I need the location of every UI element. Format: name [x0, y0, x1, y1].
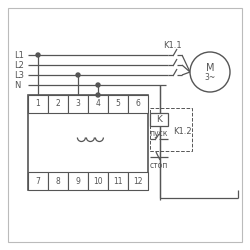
Text: 1: 1 — [36, 100, 41, 108]
Bar — [28, 95, 48, 113]
Text: 10: 10 — [93, 176, 103, 186]
Bar — [108, 172, 128, 190]
Text: пуск: пуск — [150, 128, 168, 138]
Bar — [28, 95, 148, 190]
Text: стоп: стоп — [150, 160, 168, 170]
Text: L1: L1 — [14, 50, 24, 59]
Bar — [150, 113, 168, 126]
Bar — [88, 95, 108, 113]
Text: 4: 4 — [96, 100, 100, 108]
Text: 6: 6 — [136, 100, 140, 108]
Circle shape — [96, 83, 100, 87]
Text: 5: 5 — [116, 100, 120, 108]
Bar — [108, 95, 128, 113]
Text: M: M — [206, 63, 214, 73]
Text: L2: L2 — [14, 60, 24, 70]
Bar — [28, 172, 48, 190]
Bar — [68, 172, 88, 190]
Bar — [128, 95, 148, 113]
Text: 11: 11 — [113, 176, 123, 186]
Circle shape — [96, 93, 100, 97]
Text: 7: 7 — [36, 176, 41, 186]
Bar — [88, 172, 108, 190]
Bar — [68, 95, 88, 113]
Text: K1.1: K1.1 — [163, 40, 181, 50]
Text: L3: L3 — [14, 70, 24, 80]
Circle shape — [36, 53, 40, 57]
Text: 2: 2 — [56, 100, 60, 108]
Text: 8: 8 — [56, 176, 60, 186]
Text: 12: 12 — [133, 176, 143, 186]
Circle shape — [76, 73, 80, 77]
Text: N: N — [14, 80, 20, 90]
Bar — [150, 108, 192, 151]
Text: K1.2: K1.2 — [173, 126, 192, 136]
Text: 3: 3 — [76, 100, 80, 108]
Circle shape — [190, 52, 230, 92]
Text: K: K — [156, 115, 162, 124]
Bar — [48, 95, 68, 113]
Text: 3~: 3~ — [204, 74, 216, 82]
Bar — [128, 172, 148, 190]
Text: 9: 9 — [76, 176, 80, 186]
Bar — [48, 172, 68, 190]
